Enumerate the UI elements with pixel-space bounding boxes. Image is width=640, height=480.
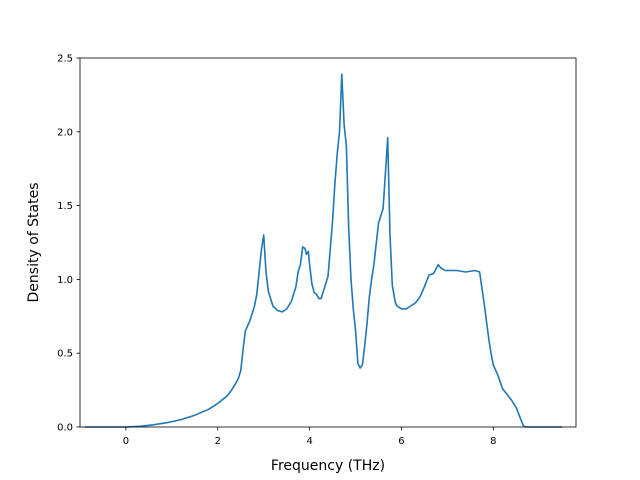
y-tick-label: 2.0 [57, 127, 73, 138]
x-axis-label: Frequency (THz) [271, 458, 385, 474]
x-tick-label: 6 [398, 436, 404, 447]
y-tick-label: 1.0 [57, 275, 73, 286]
x-tick-label: 4 [306, 436, 312, 447]
y-tick-label: 0.5 [57, 349, 73, 360]
y-tick-label: 0.0 [57, 423, 73, 434]
x-tick-label: 2 [215, 436, 221, 447]
y-tick-label: 1.5 [57, 201, 73, 212]
x-axis-ticks: 0 2 4 6 8 [123, 427, 497, 447]
y-axis-ticks: 0.0 0.5 1.0 1.5 2.0 2.5 [57, 54, 80, 434]
x-tick-label: 8 [490, 436, 496, 447]
x-tick-label: 0 [123, 436, 129, 447]
plot-area [84, 73, 563, 428]
y-tick-label: 2.5 [57, 54, 73, 65]
axes-frame [79, 57, 577, 428]
y-axis-label: Density of States [26, 183, 42, 303]
dos-series-line-0 [84, 73, 563, 428]
